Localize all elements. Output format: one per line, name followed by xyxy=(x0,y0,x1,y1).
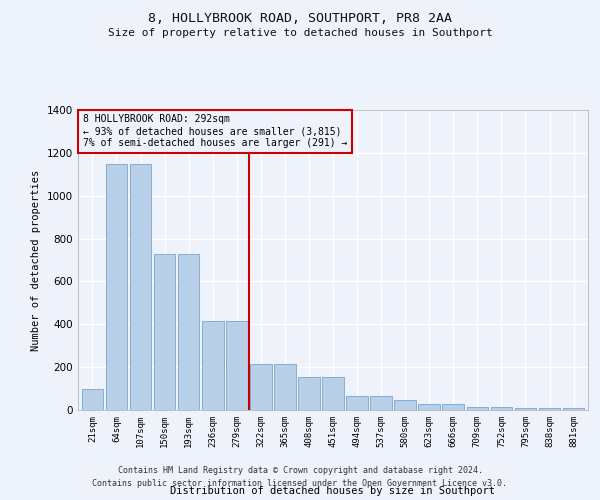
Bar xyxy=(250,364,272,410)
Bar xyxy=(491,407,512,410)
Bar xyxy=(563,408,584,410)
Bar xyxy=(394,400,416,410)
Bar xyxy=(346,396,368,410)
Bar xyxy=(515,408,536,410)
Bar xyxy=(202,321,224,410)
Y-axis label: Number of detached properties: Number of detached properties xyxy=(31,170,41,350)
Text: Size of property relative to detached houses in Southport: Size of property relative to detached ho… xyxy=(107,28,493,38)
Bar xyxy=(442,404,464,410)
Text: Contains HM Land Registry data © Crown copyright and database right 2024.
Contai: Contains HM Land Registry data © Crown c… xyxy=(92,466,508,487)
Bar xyxy=(130,164,151,410)
Text: 8 HOLLYBROOK ROAD: 292sqm
← 93% of detached houses are smaller (3,815)
7% of sem: 8 HOLLYBROOK ROAD: 292sqm ← 93% of detac… xyxy=(83,114,347,148)
Bar xyxy=(82,388,103,410)
Bar xyxy=(322,377,344,410)
Bar xyxy=(106,164,127,410)
Bar xyxy=(467,407,488,410)
Bar xyxy=(539,408,560,410)
Bar xyxy=(178,254,199,410)
Bar xyxy=(298,377,320,410)
Text: 8, HOLLYBROOK ROAD, SOUTHPORT, PR8 2AA: 8, HOLLYBROOK ROAD, SOUTHPORT, PR8 2AA xyxy=(148,12,452,26)
X-axis label: Distribution of detached houses by size in Southport: Distribution of detached houses by size … xyxy=(170,486,496,496)
Bar xyxy=(370,396,392,410)
Bar xyxy=(274,364,296,410)
Bar xyxy=(154,254,175,410)
Bar xyxy=(418,404,440,410)
Bar xyxy=(226,321,248,410)
